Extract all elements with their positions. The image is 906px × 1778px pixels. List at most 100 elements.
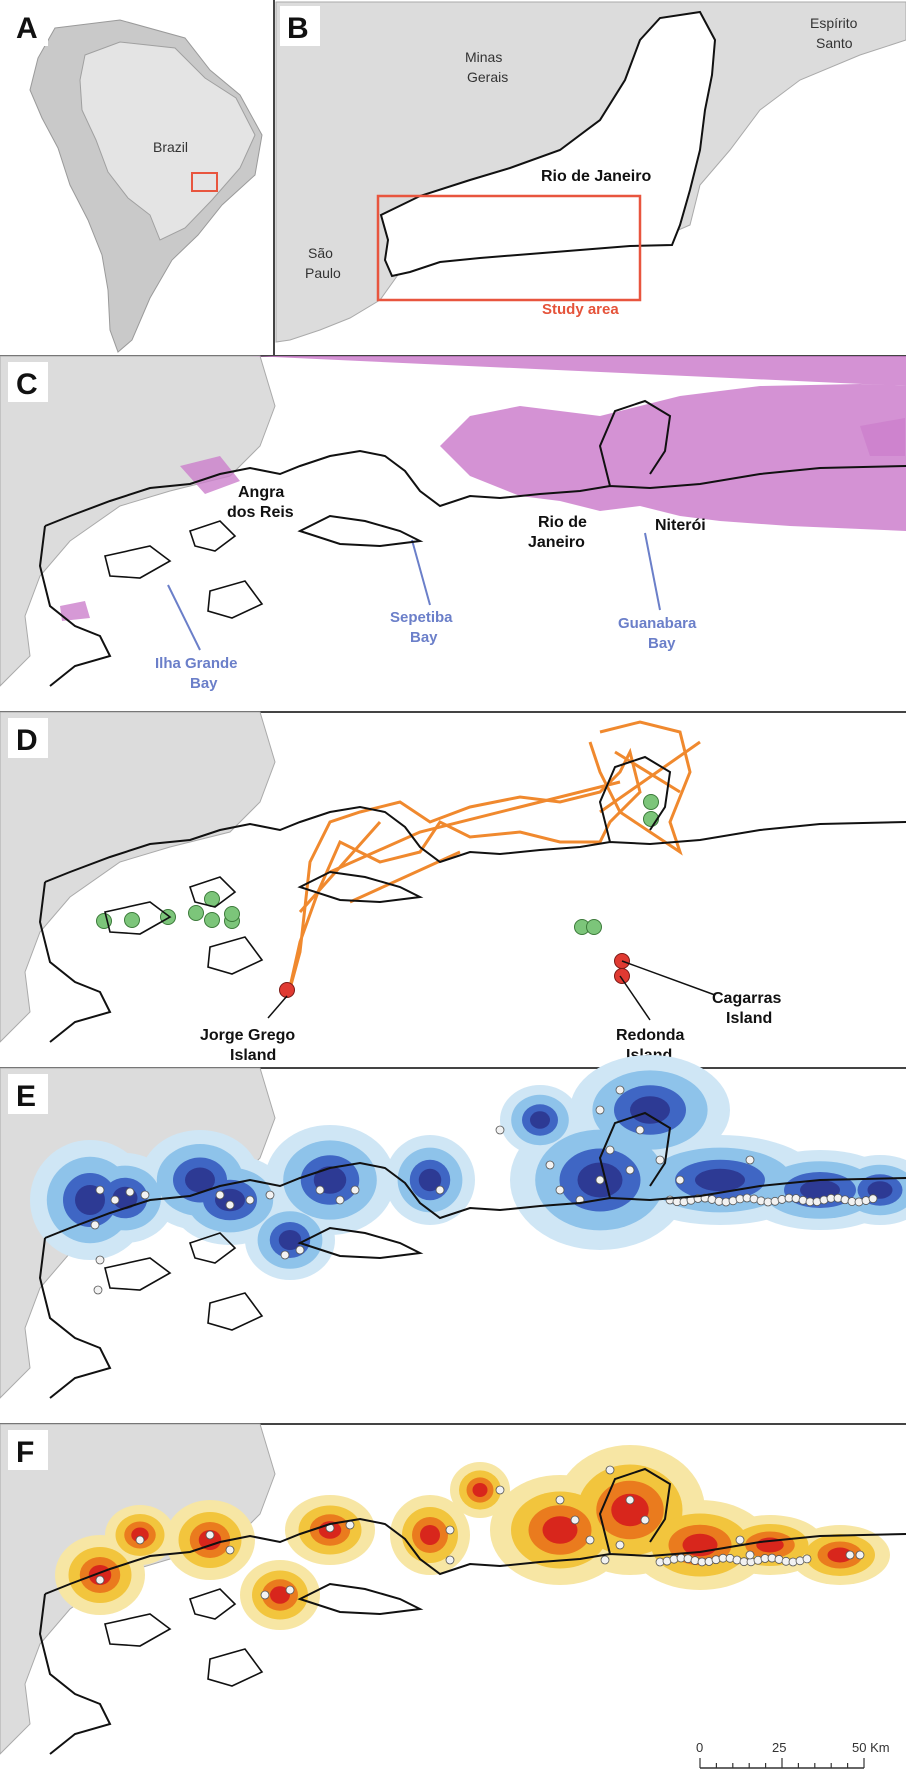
angra-label-1: Angra: [238, 484, 284, 501]
heat-contour-3-1: [131, 1527, 149, 1543]
jorge-pointer: [267, 995, 288, 1019]
location-point: [445, 1555, 455, 1565]
cagarras-label-2: Island: [726, 1010, 772, 1027]
panel-e-label-bg: [8, 1074, 48, 1114]
location-point: [345, 1520, 355, 1530]
study-area-box: [376, 194, 642, 302]
location-point: [295, 1245, 305, 1255]
location-point: [777, 1195, 787, 1204]
rio-city-label-2: Janeiro: [528, 534, 585, 551]
panel-c: [0, 355, 906, 687]
panel-c-label: C: [16, 368, 38, 401]
location-point: [845, 1550, 855, 1560]
panel-a-label-bg: [8, 6, 48, 46]
brazil-label: Brazil: [153, 139, 188, 155]
ilha-grande-pointer: [167, 584, 201, 651]
density-contour-3-2: [185, 1167, 215, 1193]
location-point: [280, 1250, 290, 1260]
location-point: [600, 1555, 610, 1565]
rio-city-label-1: Rio de: [538, 514, 587, 531]
panel-e-islands: [104, 1232, 264, 1331]
location-point: [90, 1220, 100, 1230]
location-point: [625, 1165, 635, 1175]
location-point: [315, 1185, 325, 1195]
location-point: [605, 1145, 615, 1155]
panel-f-islands: [104, 1588, 264, 1687]
minas-label-2: Gerais: [467, 69, 508, 85]
scale-label-25: 25: [772, 1740, 786, 1755]
scale-bar: 0 25 50 Km: [696, 1740, 890, 1769]
espirito-label-2: Santo: [816, 35, 853, 51]
panel-f-label: F: [16, 1436, 34, 1469]
location-point: [495, 1485, 505, 1495]
heat-contour-3-8: [611, 1493, 649, 1527]
panel-d-label-bg: [8, 718, 48, 758]
location-point: [265, 1190, 275, 1200]
location-point: [445, 1525, 455, 1535]
sepetiba-pointer: [411, 539, 431, 606]
location-point: [605, 1465, 615, 1475]
panel-f-locations: [95, 1465, 865, 1600]
density-contour-3-7: [530, 1111, 550, 1129]
rio-state-land: [379, 10, 717, 278]
cagarras-label-1: Cagarras: [712, 990, 781, 1007]
scale-label-50: 50 Km: [852, 1740, 890, 1755]
study-locator-box: [191, 172, 218, 192]
redonda-pointer: [619, 975, 651, 1021]
location-point: [615, 1540, 625, 1550]
panel-c-urban-layer: [250, 356, 906, 531]
ilha-grande-label-2: Bay: [190, 675, 218, 692]
location-point: [95, 1575, 105, 1585]
panel-d-islands: [104, 876, 264, 975]
location-point: [245, 1195, 255, 1205]
location-point: [125, 1187, 135, 1197]
density-contour-3-9: [630, 1096, 670, 1124]
panel-c-labels: Angra dos Reis Rio de Janeiro Niterói Se…: [8, 362, 706, 692]
location-point: [260, 1590, 270, 1600]
location-point: [625, 1495, 635, 1505]
location-point: [690, 1556, 700, 1565]
panel-b: Minas Gerais Espírito Santo Rio de Janei…: [275, 1, 906, 343]
density-contour-3-6: [418, 1168, 442, 1192]
location-point: [335, 1195, 345, 1205]
colony-marker-red: [614, 968, 630, 984]
redonda-label-1: Redonda: [616, 1027, 685, 1044]
cagarras-pointer: [621, 960, 716, 996]
panel-b-label: B: [287, 12, 309, 45]
location-point: [595, 1175, 605, 1185]
panel-f-coastline: [38, 1467, 906, 1755]
colony-marker-red: [279, 982, 295, 998]
location-point: [435, 1185, 445, 1195]
location-point: [735, 1535, 745, 1545]
panel-e-label: E: [16, 1080, 36, 1113]
colony-marker-green: [643, 794, 659, 810]
gps-track-b: [298, 720, 701, 913]
panel-e-coastline: [38, 1111, 906, 1399]
location-point: [640, 1515, 650, 1525]
colony-marker-green: [124, 912, 140, 928]
location-point: [615, 1085, 625, 1095]
density-contour-3-4: [278, 1230, 302, 1250]
location-point: [215, 1190, 225, 1200]
location-point: [675, 1175, 685, 1185]
sao-paulo-label-1: São: [308, 245, 333, 261]
location-point: [225, 1545, 235, 1555]
location-point: [205, 1530, 215, 1540]
sepetiba-label-1: Sepetiba: [390, 609, 453, 626]
sepetiba-label-2: Bay: [410, 629, 438, 646]
location-point: [95, 1255, 105, 1265]
panel-a-label: A: [16, 12, 38, 45]
location-point: [595, 1105, 605, 1115]
panel-f-label-bg: [8, 1430, 48, 1470]
panel-e-coast-path: [38, 1111, 906, 1399]
minas-label-1: Minas: [465, 49, 502, 65]
panel-d-colonies: [96, 794, 659, 998]
panel-c-islands: [104, 520, 264, 619]
colony-marker-green: [224, 906, 240, 922]
location-point: [802, 1554, 812, 1564]
espirito-label-1: Espírito: [810, 15, 858, 31]
density-contour-3-10: [695, 1168, 745, 1192]
colony-marker-green: [586, 919, 602, 935]
location-point: [570, 1515, 580, 1525]
